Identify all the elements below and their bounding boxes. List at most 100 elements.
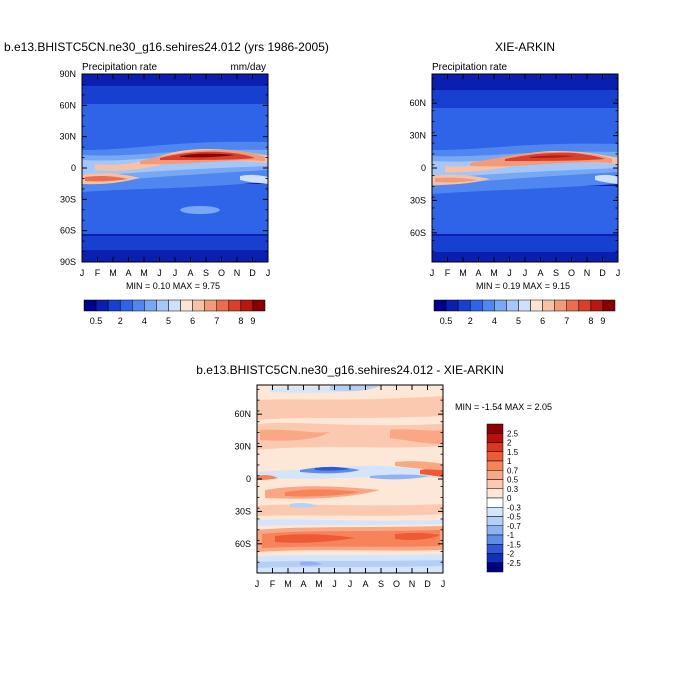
panel-model-colorbar-label: 4 — [142, 316, 147, 326]
panel-obs-minmax: MIN = 0.19 MAX = 9.15 — [476, 281, 570, 291]
panel-obs-colorbar-box — [445, 299, 459, 312]
panel-diff-x-tick-label: M — [315, 579, 323, 589]
panel-model-y-tick-label: 90N — [59, 69, 76, 79]
panel-diff-colorbar-box — [486, 497, 504, 508]
panel-obs-x-tick-label: J — [507, 268, 512, 278]
panel-model-colorbar-label: 2 — [118, 316, 123, 326]
panel-diff: b.e13.BHISTC5CN.ne30_g16.sehires24.012 -… — [196, 363, 552, 589]
panel-model-x-tick-label: D — [249, 268, 256, 278]
panel-diff-colorbar-label: -0.7 — [507, 522, 521, 531]
panel-diff-colorbar-box — [486, 488, 504, 499]
panel-model-colorbar-label: 6 — [190, 316, 195, 326]
panel-obs-x-tick-label: F — [445, 268, 451, 278]
panel-diff-x-tick-label: J — [332, 579, 337, 589]
panel-diff-colorbar-label: 0.5 — [507, 476, 519, 485]
panel-obs-colorbar-box — [566, 299, 580, 312]
panel-model-x-tick-label: A — [187, 268, 193, 278]
panel-diff-colorbar-box — [486, 562, 504, 573]
panel-model-colorbar-box — [240, 299, 254, 312]
panel-obs-colorbar-label: 7 — [564, 316, 569, 326]
panel-obs-x-tick-label: O — [568, 268, 575, 278]
panel-diff-colorbar-label: -0.3 — [507, 503, 521, 512]
panel-diff-colorbar-box — [486, 553, 504, 563]
panel-diff-colorbar-label: 2.5 — [507, 429, 519, 438]
panel-model-colorbar-box — [204, 299, 217, 312]
panel-diff-title: b.e13.BHISTC5CN.ne30_g16.sehires24.012 -… — [196, 363, 504, 377]
panel-model-x-tick-label: J — [80, 268, 85, 278]
panel-model-x-tick-label: N — [234, 268, 241, 278]
panel-obs-heatmap — [431, 73, 619, 263]
panel-obs-colorbar-box — [518, 299, 531, 312]
panel-model-colorbar: 0.5 2 4 5 6 7 8 9 — [83, 299, 266, 326]
panel-obs-x-tick-label: J — [430, 268, 435, 278]
panel-obs-x-tick-label: A — [537, 268, 543, 278]
panel-diff-colorbar-box — [486, 534, 504, 545]
panel-model-x-tick-label: J — [266, 268, 271, 278]
panel-obs-colorbar-label: 8 — [588, 316, 593, 326]
panel-diff-x-tick-label: A — [300, 579, 306, 589]
panel-model-x-tick-label: O — [218, 268, 225, 278]
panel-obs-y-tick-label: 30S — [410, 195, 426, 205]
panel-diff-x-tick-label: O — [393, 579, 400, 589]
panel-diff-x-tick-label: N — [409, 579, 416, 589]
panel-obs-colorbar-box — [578, 299, 592, 312]
panel-diff-y-tick-label: 30N — [234, 442, 251, 452]
panel-obs-y-tick-label: 0 — [421, 163, 426, 173]
panel-diff-colorbar-box — [486, 433, 504, 443]
panel-obs-x-tick-label: D — [599, 268, 606, 278]
panel-model-colorbar-box — [168, 299, 181, 312]
panel-model-colorbar-box — [95, 299, 109, 312]
panel-obs-colorbar-label: 4 — [492, 316, 497, 326]
panel-model-right-label: mm/day — [230, 62, 266, 73]
panel-diff-colorbar-box — [486, 479, 504, 489]
panel-diff-heatmap — [256, 384, 444, 574]
panel-diff-colorbar-label: -1 — [507, 531, 515, 540]
panel-obs-colorbar-box — [469, 299, 483, 312]
panel-model-y-tick-label: 0 — [71, 163, 76, 173]
panel-obs-title: XIE-ARKIN — [495, 40, 555, 54]
panel-model-heatmap — [81, 73, 269, 263]
panel-diff-colorbar-box — [486, 442, 504, 452]
panel-diff-x-tick-label: J — [348, 579, 353, 589]
panel-diff-colorbar-label: 1 — [507, 457, 512, 466]
panel-diff-y-tick-label: 60N — [234, 409, 251, 419]
panel-obs-x-tick-label: S — [553, 268, 559, 278]
panel-diff-colorbar-label: 0 — [507, 494, 512, 503]
panel-diff-x-tick-label: M — [284, 579, 292, 589]
panel-model-x-tick-label: S — [203, 268, 209, 278]
panel-obs-x-tick-label: A — [475, 268, 481, 278]
panel-diff-colorbar-box — [486, 525, 504, 536]
panel-obs-colorbar-label: 2 — [468, 316, 473, 326]
panel-obs-y-tick-label: 60N — [409, 98, 426, 108]
panel-obs-colorbar-box — [590, 299, 604, 312]
panel-diff-colorbar-label: -2 — [507, 550, 515, 559]
panel-diff-x-tick-label: J — [255, 579, 260, 589]
panel-obs-colorbar: 0.5 2 4 5 6 7 8 9 — [433, 299, 616, 326]
panel-diff-colorbar-box — [486, 423, 504, 434]
panel-obs-x-tick-label: J — [616, 268, 621, 278]
panel-model-x-tick-label: M — [109, 268, 117, 278]
panel-obs-x-tick-label: M — [459, 268, 467, 278]
panel-diff-colorbar-label: -1.5 — [507, 540, 521, 549]
panel-obs-colorbar-box — [542, 299, 555, 312]
panel-diff-y-tick-label: 0 — [246, 474, 251, 484]
panel-model-y-tick-label: 60S — [60, 226, 76, 236]
panel-diff-colorbar-box — [486, 516, 504, 526]
panel-model-colorbar-label: 5 — [166, 316, 171, 326]
panel-model-colorbar-box — [83, 299, 97, 312]
panel-model-colorbar-box — [192, 299, 205, 312]
panel-model: b.e13.BHISTC5CN.ne30_g16.sehires24.012 (… — [4, 40, 329, 326]
panel-diff-colorbar-label: 2 — [507, 439, 512, 448]
panel-model-y-tick-label: 90S — [60, 257, 76, 267]
panel-obs-colorbar-label: 5 — [516, 316, 521, 326]
panel-model-left-label: Precipitation rate — [82, 62, 157, 73]
panel-diff-colorbar-label: -0.5 — [507, 513, 521, 522]
panel-model-colorbar-label: 0.5 — [90, 316, 103, 326]
panel-diff-colorbar-box — [486, 544, 504, 554]
panel-model-x-tick-label: M — [140, 268, 148, 278]
panel-diff-x-tick-label: D — [424, 579, 431, 589]
panel-obs-colorbar-box — [506, 299, 519, 312]
